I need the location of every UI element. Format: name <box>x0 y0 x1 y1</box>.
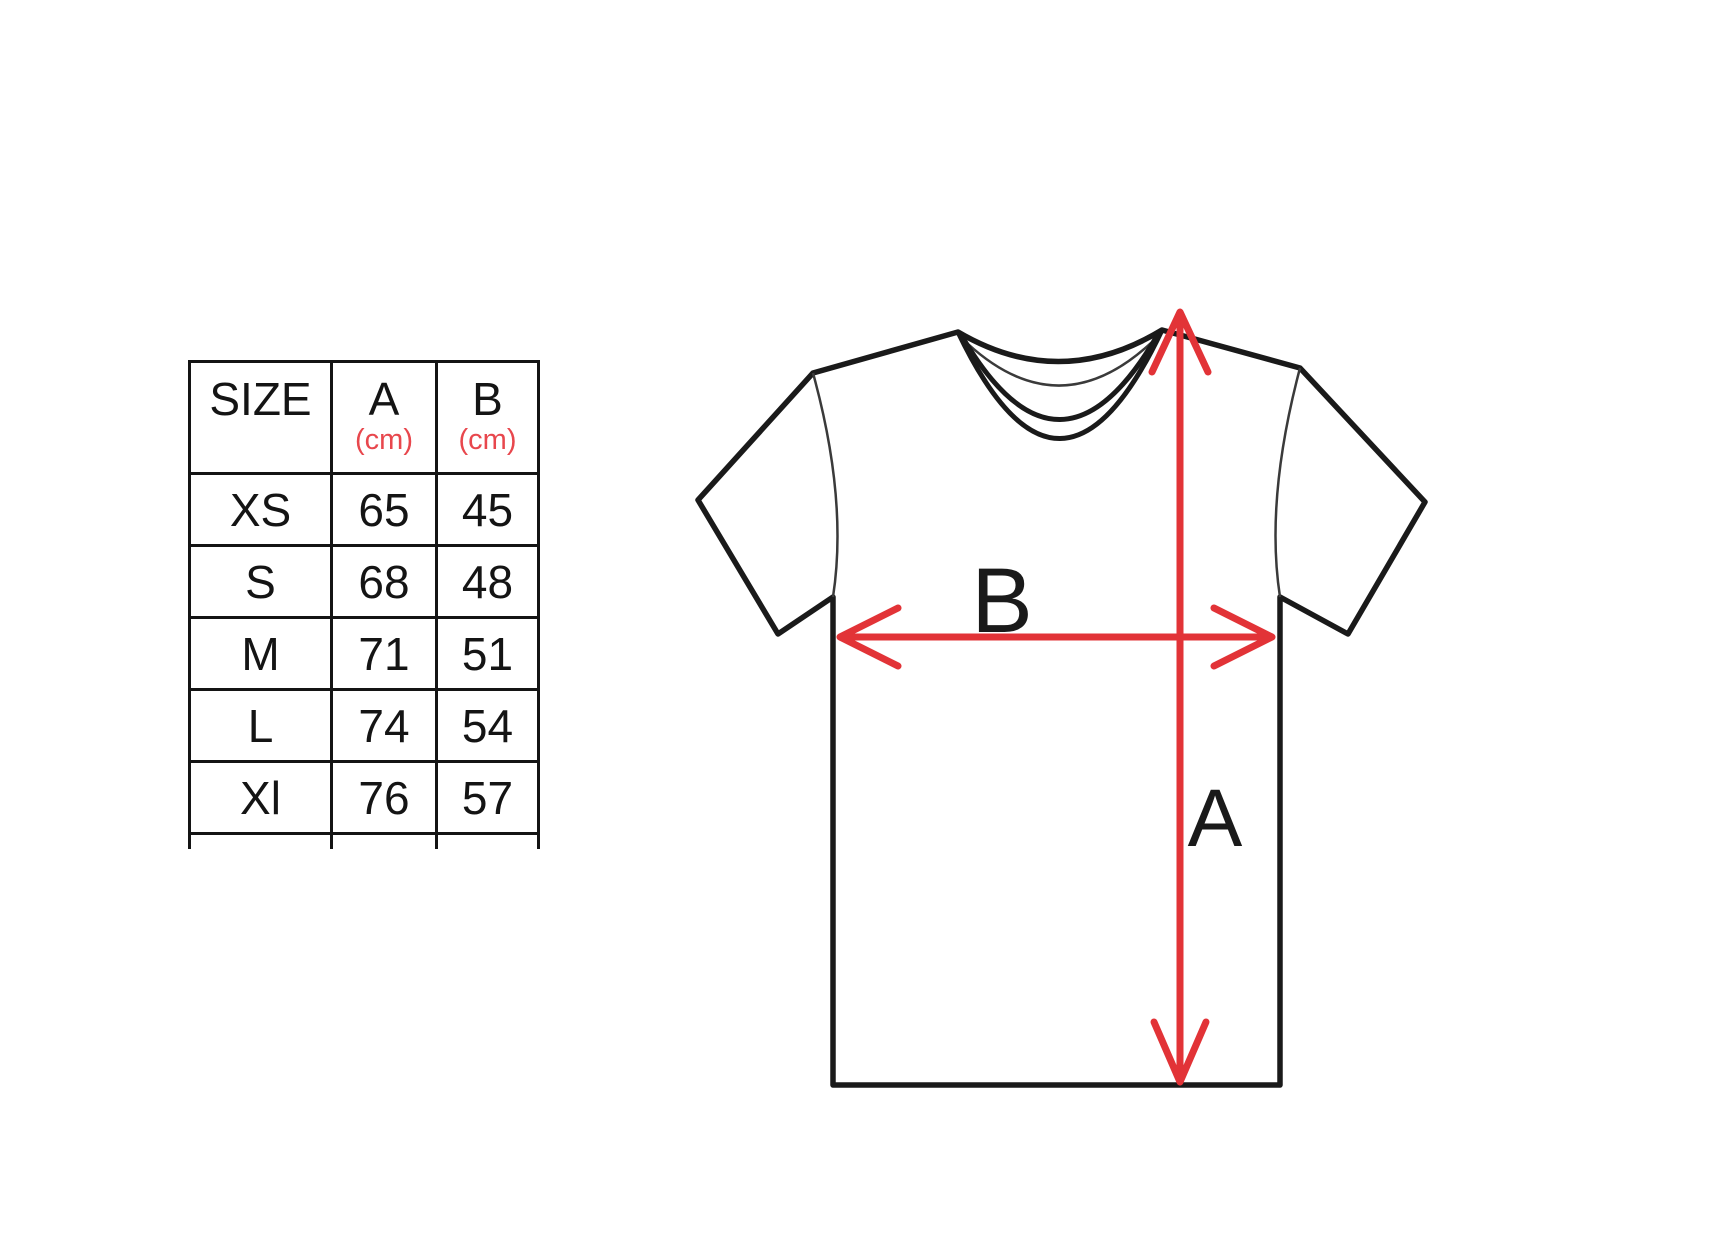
size-table-header-row: SIZE A (cm) B (cm) <box>188 360 540 475</box>
header-a: A (cm) <box>330 360 438 475</box>
size-cell: XS <box>188 472 333 547</box>
right-armhole-seam <box>1274 367 1302 598</box>
a-cell <box>330 832 438 849</box>
collar-seam-thin <box>967 341 1153 387</box>
header-size: SIZE <box>188 360 333 475</box>
size-cell <box>188 832 333 849</box>
width-arrow-head-left <box>836 604 902 670</box>
size-cell: L <box>188 688 333 763</box>
collar-band-outer <box>955 328 1165 441</box>
length-arrow <box>1148 308 1212 1086</box>
b-cell: 45 <box>435 472 540 547</box>
b-cell: 48 <box>435 544 540 619</box>
header-a-label: A <box>368 373 400 425</box>
length-arrow-head-bottom <box>1150 1018 1210 1086</box>
width-arrow <box>836 604 1276 670</box>
size-cell: S <box>188 544 333 619</box>
b-cell <box>435 832 540 849</box>
header-b: B (cm) <box>435 360 540 475</box>
table-row-cropped <box>188 832 540 849</box>
a-cell: 65 <box>330 472 438 547</box>
header-size-label: SIZE <box>209 373 312 425</box>
a-cell: 68 <box>330 544 438 619</box>
size-cell: Xl <box>188 760 333 835</box>
tshirt-outline <box>695 327 1428 1088</box>
b-cell: 57 <box>435 760 540 835</box>
table-row: M 71 51 <box>188 616 540 691</box>
b-cell: 51 <box>435 616 540 691</box>
length-arrow-label: A <box>1188 773 1243 864</box>
size-table-container: SIZE A (cm) B (cm) XS <box>188 360 544 849</box>
size-table: SIZE A (cm) B (cm) XS <box>188 360 540 849</box>
a-cell: 76 <box>330 760 438 835</box>
table-row: Xl 76 57 <box>188 760 540 835</box>
width-arrow-head-right <box>1210 604 1276 670</box>
table-row: L 74 54 <box>188 688 540 763</box>
header-b-unit: (cm) <box>458 424 517 456</box>
table-row: S 68 48 <box>188 544 540 619</box>
header-a-unit: (cm) <box>355 424 413 456</box>
length-arrow-head-top <box>1148 308 1212 376</box>
a-cell: 71 <box>330 616 438 691</box>
size-cell: M <box>188 616 333 691</box>
b-cell: 54 <box>435 688 540 763</box>
table-row: XS 65 45 <box>188 472 540 547</box>
collar-band-inner <box>960 334 1160 422</box>
left-armhole-seam <box>811 372 839 598</box>
tshirt-diagram: B A <box>695 308 1428 1088</box>
header-b-label: B <box>472 373 503 425</box>
a-cell: 74 <box>330 688 438 763</box>
width-arrow-label: B <box>971 550 1032 652</box>
